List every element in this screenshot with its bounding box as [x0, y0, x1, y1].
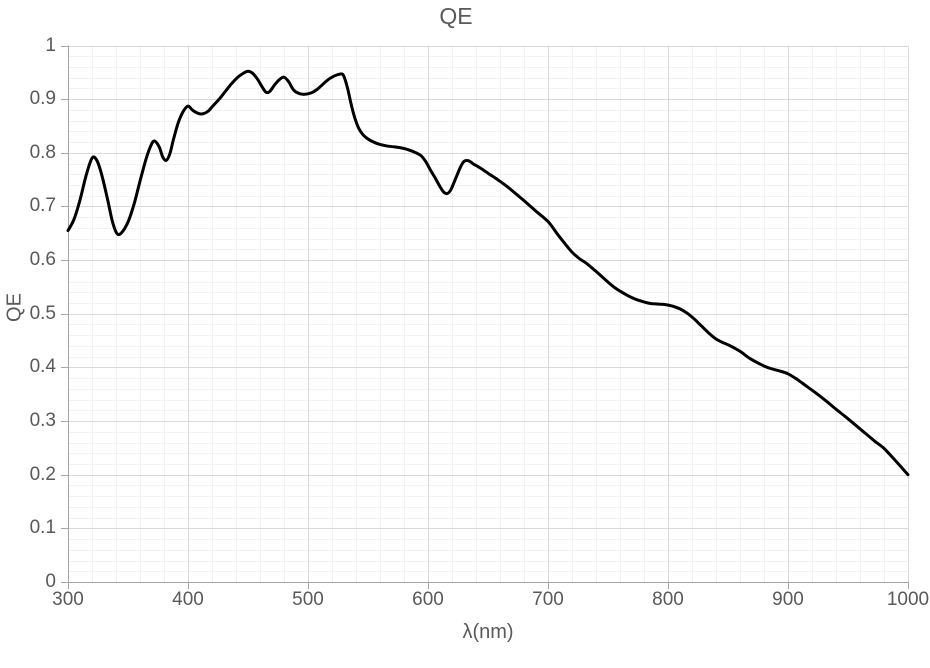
- y-axis-title: QE: [3, 293, 26, 322]
- chart-title: QE: [439, 3, 473, 29]
- y-tick-label: 0.7: [29, 195, 56, 217]
- x-tick-label: 700: [532, 589, 564, 610]
- qe-curve: [66, 69, 910, 477]
- grid-major: [68, 45, 909, 583]
- x-tick-label: 300: [52, 589, 84, 610]
- x-tick-label: 400: [172, 589, 204, 610]
- x-tick-label: 800: [652, 589, 684, 610]
- y-tick-label: 0.9: [29, 88, 56, 110]
- y-tick-label: 0.1: [29, 517, 56, 539]
- y-tick-label: 0.6: [29, 249, 56, 271]
- y-tick-label: 0: [45, 571, 56, 592]
- y-tick-label: 0.2: [29, 463, 56, 485]
- x-tick-label: 900: [772, 589, 804, 610]
- y-tick-label: 1: [45, 34, 56, 56]
- y-tick-label: 0.4: [29, 356, 56, 378]
- x-tick-label: 1000: [886, 589, 930, 610]
- axes: [61, 45, 909, 589]
- grid-minor: [68, 45, 908, 582]
- x-tick-label: 500: [292, 589, 324, 610]
- y-tick-label: 0.5: [29, 302, 56, 324]
- x-tick-label: 600: [412, 589, 444, 610]
- y-tick-label: 0.3: [29, 410, 56, 432]
- x-axis-title: λ(nm): [462, 621, 514, 643]
- y-tick-label: 0.8: [29, 141, 56, 163]
